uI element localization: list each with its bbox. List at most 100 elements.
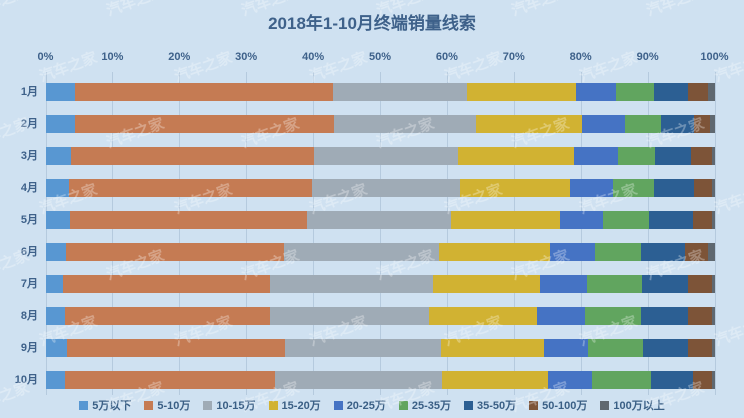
bar-segment[interactable]: [46, 339, 68, 357]
bar-segment[interactable]: [591, 371, 651, 389]
bar-segment[interactable]: [624, 115, 662, 133]
bar-segment[interactable]: [46, 371, 66, 389]
bar-segment[interactable]: [74, 115, 335, 133]
bar-segment[interactable]: [70, 211, 307, 229]
bar-segment[interactable]: [711, 179, 715, 197]
legend-item[interactable]: 5万以下: [79, 397, 131, 413]
bar-segment[interactable]: [46, 275, 63, 293]
bar-segment[interactable]: [581, 115, 625, 133]
bar-segment[interactable]: [433, 275, 541, 293]
bar-segment[interactable]: [306, 211, 452, 229]
bar-segment[interactable]: [543, 339, 588, 357]
bar-segment[interactable]: [661, 115, 695, 133]
bar-segment[interactable]: [602, 211, 650, 229]
bar-segment[interactable]: [270, 307, 429, 325]
bar-segment[interactable]: [688, 307, 713, 325]
bar-segment[interactable]: [594, 243, 641, 261]
bar-segment[interactable]: [654, 83, 688, 101]
bar-segment[interactable]: [46, 83, 75, 101]
bar-segment[interactable]: [332, 83, 468, 101]
bar-segment[interactable]: [46, 179, 69, 197]
bar-segment[interactable]: [649, 211, 693, 229]
bar-segment[interactable]: [428, 307, 538, 325]
bar-segment[interactable]: [692, 371, 713, 389]
bar-segment[interactable]: [64, 307, 271, 325]
bar-segment[interactable]: [573, 147, 618, 165]
legend-item[interactable]: 10-15万: [203, 397, 256, 413]
bar-segment[interactable]: [584, 307, 642, 325]
bar-segment[interactable]: [692, 211, 712, 229]
bar-segment[interactable]: [708, 83, 715, 101]
bar-segment[interactable]: [711, 211, 715, 229]
bar-segment[interactable]: [712, 371, 715, 389]
bar-segment[interactable]: [640, 243, 685, 261]
bar-segment[interactable]: [549, 243, 595, 261]
bar-segment[interactable]: [467, 83, 576, 101]
bar-segment[interactable]: [65, 371, 275, 389]
legend-item[interactable]: 20-25万: [333, 397, 386, 413]
legend-item[interactable]: 15-20万: [268, 397, 321, 413]
bar-segment[interactable]: [587, 339, 644, 357]
bar-segment[interactable]: [586, 275, 643, 293]
bar-segment[interactable]: [442, 371, 549, 389]
bar-segment[interactable]: [642, 275, 688, 293]
bar-segment[interactable]: [74, 83, 333, 101]
bar-segment[interactable]: [451, 211, 560, 229]
bar-segment[interactable]: [67, 339, 285, 357]
bar-segment[interactable]: [46, 307, 65, 325]
bar-segment[interactable]: [46, 211, 71, 229]
bar-segment[interactable]: [687, 83, 709, 101]
bar-segment[interactable]: [711, 339, 715, 357]
bar-segment[interactable]: [708, 243, 715, 261]
bar-segment[interactable]: [460, 179, 571, 197]
bar-segment[interactable]: [334, 115, 477, 133]
bar-segment[interactable]: [712, 307, 715, 325]
bar-segment[interactable]: [570, 179, 614, 197]
bar-segment[interactable]: [66, 243, 285, 261]
bar-segment[interactable]: [615, 83, 655, 101]
bar-segment[interactable]: [274, 371, 443, 389]
bar-segment[interactable]: [710, 115, 715, 133]
bar-segment[interactable]: [313, 147, 459, 165]
y-category-label: 2月: [20, 118, 38, 130]
bar-segment[interactable]: [643, 339, 689, 357]
bar-segment[interactable]: [441, 339, 544, 357]
legend-item[interactable]: 50-100万: [529, 397, 587, 413]
legend-item[interactable]: 5-10万: [144, 397, 190, 413]
bar-segment[interactable]: [559, 211, 603, 229]
bar-segment[interactable]: [46, 115, 75, 133]
bar-segment[interactable]: [654, 179, 695, 197]
bar-segment[interactable]: [438, 243, 550, 261]
bar-segment[interactable]: [284, 243, 439, 261]
bar-segment[interactable]: [540, 275, 587, 293]
bar-segment[interactable]: [311, 179, 461, 197]
bar-segment[interactable]: [711, 275, 715, 293]
bar-segment[interactable]: [711, 147, 715, 165]
bar-segment[interactable]: [690, 147, 712, 165]
bar-segment[interactable]: [458, 147, 574, 165]
bar-segment[interactable]: [46, 243, 67, 261]
bar-segment[interactable]: [62, 275, 271, 293]
bar-segment[interactable]: [655, 147, 691, 165]
bar-segment[interactable]: [617, 147, 656, 165]
bar-segment[interactable]: [694, 115, 711, 133]
bar-segment[interactable]: [641, 307, 689, 325]
bar-segment[interactable]: [476, 115, 582, 133]
bar-segment[interactable]: [537, 307, 585, 325]
bar-segment[interactable]: [687, 275, 712, 293]
bar-segment[interactable]: [684, 243, 709, 261]
bar-segment[interactable]: [575, 83, 616, 101]
legend-item[interactable]: 100万以上: [600, 397, 665, 413]
bar-segment[interactable]: [548, 371, 592, 389]
bar-segment[interactable]: [284, 339, 442, 357]
bar-segment[interactable]: [68, 179, 312, 197]
legend-item[interactable]: 25-35万: [398, 397, 451, 413]
bar-segment[interactable]: [613, 179, 655, 197]
bar-segment[interactable]: [71, 147, 314, 165]
bar-segment[interactable]: [688, 339, 712, 357]
legend-item[interactable]: 35-50万: [463, 397, 516, 413]
bar-segment[interactable]: [270, 275, 434, 293]
bar-segment[interactable]: [46, 147, 72, 165]
bar-segment[interactable]: [694, 179, 712, 197]
bar-segment[interactable]: [650, 371, 693, 389]
